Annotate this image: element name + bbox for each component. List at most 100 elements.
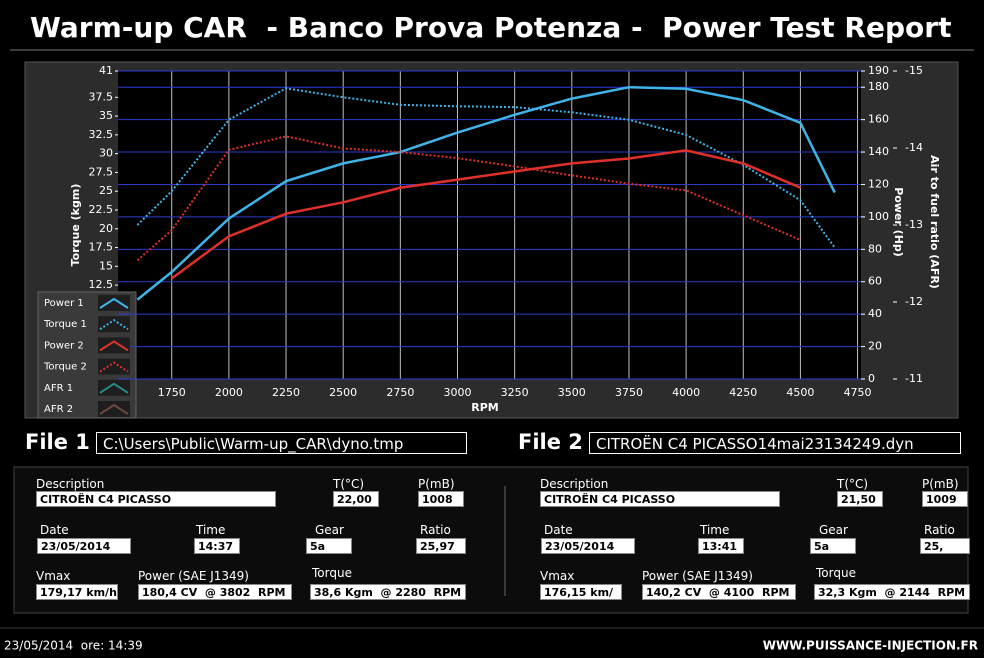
x-tick-label: 4250 — [729, 386, 757, 399]
field-value: 13:41 — [698, 538, 744, 554]
x-tick-label: 4750 — [844, 386, 872, 399]
y-tick-label: 20 — [99, 222, 113, 235]
field-value: CITROËN C4 PICASSO — [540, 491, 780, 507]
y2-tick-label: 140 — [868, 145, 889, 158]
legend-swatch-box — [98, 379, 130, 396]
field-value: 38,6 Kgm @ 2280 RPM — [310, 584, 466, 600]
field-label: Gear — [315, 523, 344, 537]
field-label: T(°C) — [837, 477, 869, 491]
y3-tick-label: -13 — [905, 218, 923, 231]
field-label: Date — [40, 523, 69, 537]
series-line — [170, 149, 801, 280]
y2-tick-label: 100 — [868, 210, 889, 223]
y-tick-label: 37.5 — [89, 90, 114, 103]
y-tick-label: 41 — [99, 64, 113, 77]
y-tick-label: 12.5 — [89, 278, 114, 291]
field-label: Time — [700, 523, 730, 537]
field-label: Power (SAE J1349) — [642, 569, 753, 583]
grid — [118, 70, 861, 380]
field-value: 140,2 CV @ 4100 RPM — [642, 584, 796, 600]
y3-tick-label: -12 — [905, 295, 923, 308]
y-tick-label: 30 — [99, 147, 113, 160]
y2-tick-label: 80 — [868, 242, 882, 255]
field-value: 5a — [810, 538, 856, 554]
x-tick-label: 3250 — [501, 386, 529, 399]
field-value: 23/05/2014 — [37, 538, 131, 554]
field-value: 1008 — [418, 491, 464, 507]
series-line — [136, 85, 836, 301]
field-label: Gear — [819, 523, 848, 537]
file-label: File 2 — [518, 430, 583, 454]
field-label: T(°C) — [333, 477, 365, 491]
field-value: 22,00 — [333, 491, 379, 507]
field-label: Ratio — [924, 523, 955, 537]
plot-area — [118, 71, 861, 379]
y2-tick-label: 20 — [868, 340, 882, 353]
legend-swatch — [99, 319, 129, 331]
x-tick-label: 1750 — [158, 386, 186, 399]
x-tick-label: 4000 — [672, 386, 700, 399]
title: Warm-up CAR - Banco Prova Potenza - Powe… — [30, 11, 951, 44]
file-label: File 1 — [25, 430, 90, 454]
legend-label: Power 2 — [44, 340, 84, 351]
x-tick-label: 3000 — [443, 386, 471, 399]
legend-swatch — [99, 403, 129, 415]
legend-swatch — [99, 340, 129, 352]
field-value: CITROËN C4 PICASSO — [36, 491, 276, 507]
y-tick-label: 27.5 — [89, 165, 114, 178]
legend-swatch — [99, 297, 129, 309]
y2-tick-label: 160 — [868, 113, 889, 126]
legend — [37, 291, 137, 419]
footer-timestamp: 23/05/2014 ore: 14:39 — [4, 639, 143, 653]
series-line — [136, 135, 801, 262]
y-tick-label: 25 — [99, 184, 113, 197]
y-tick-label: 15 — [99, 259, 113, 272]
field-label: Description — [540, 477, 609, 491]
field-label: Description — [36, 477, 105, 491]
x-tick-label: 3750 — [615, 386, 643, 399]
field-label: Torque — [816, 566, 856, 580]
y3-tick-label: -14 — [905, 141, 923, 154]
field-label: P(mB) — [922, 477, 959, 491]
x-tick-label: 4500 — [786, 386, 814, 399]
field-label: Vmax — [540, 569, 575, 583]
footer-website: WWW.PUISSANCE-INJECTION.FR — [763, 639, 978, 653]
x-tick-label: 2750 — [386, 386, 414, 399]
legend-label: AFR 2 — [44, 404, 73, 415]
x-tick-label: 2250 — [272, 386, 300, 399]
legend-swatch-box — [98, 401, 130, 417]
y3-axis-label: Air to fuel ratio (AFR) — [928, 155, 941, 289]
legend-swatch — [99, 361, 129, 373]
field-label: Date — [544, 523, 573, 537]
field-value: 23/05/2014 — [541, 538, 635, 554]
y2-tick-label: 0 — [868, 372, 875, 385]
field-label: Time — [196, 523, 226, 537]
y2-tick-label: 120 — [868, 177, 889, 190]
y3-tick-label: -15 — [905, 64, 923, 77]
y3-tick-label: -11 — [905, 372, 923, 385]
y-tick-label: 32.5 — [89, 128, 114, 141]
y2-tick-label: 60 — [868, 275, 882, 288]
field-value: 25, — [920, 538, 970, 554]
field-value: 5a — [306, 538, 352, 554]
field-label: P(mB) — [418, 477, 455, 491]
field-value: 25,97 — [416, 538, 466, 554]
legend-swatch-box — [98, 358, 130, 375]
legend-swatch-box — [98, 337, 130, 354]
y2-axis-label: Power (Hp) — [892, 187, 905, 257]
legend-label: AFR 1 — [44, 383, 73, 394]
field-label: Power (SAE J1349) — [138, 569, 249, 583]
field-label: Vmax — [36, 569, 71, 583]
field-label: Torque — [312, 566, 352, 580]
legend-label: Torque 2 — [43, 362, 87, 373]
field-value: 176,15 km/ — [540, 584, 622, 600]
field-label: Ratio — [420, 523, 451, 537]
y-axis-label: Torque (kgm) — [69, 184, 82, 267]
legend-label: Power 1 — [44, 298, 84, 309]
file-path: C:\Users\Public\Warm-up_CAR\dyno.tmp — [96, 432, 467, 454]
y2-tick-label: 190 — [868, 64, 889, 77]
x-tick-label: 2500 — [329, 386, 357, 399]
x-axis-label: RPM — [471, 401, 498, 414]
y-tick-label: 17.5 — [89, 241, 114, 254]
